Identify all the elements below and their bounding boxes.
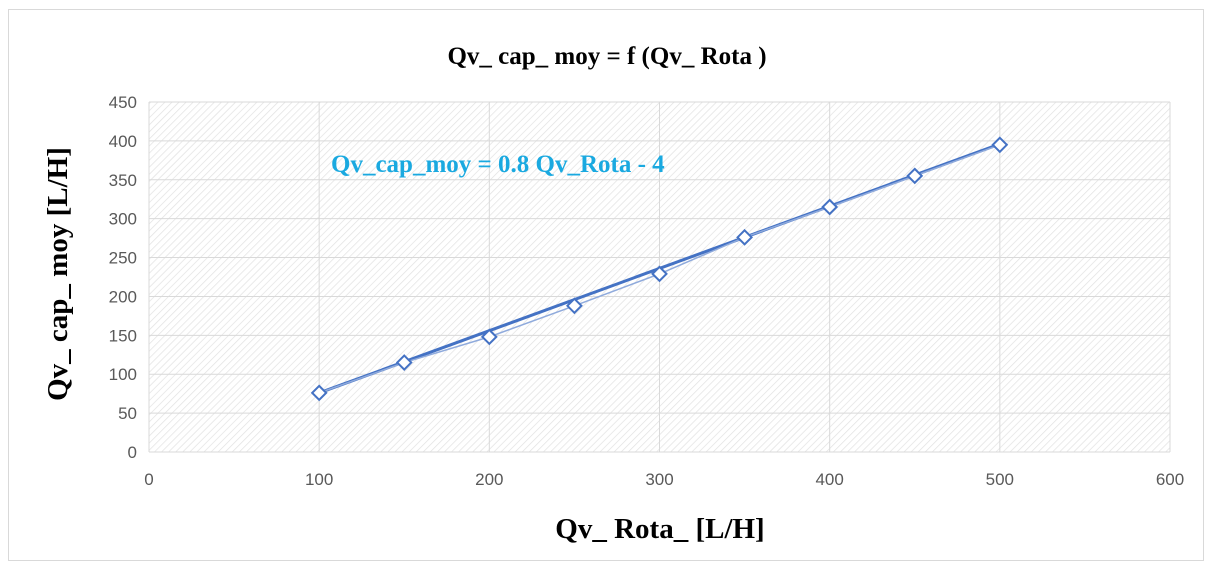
y-tick-label: 50 [118, 404, 137, 423]
y-tick-label: 150 [109, 326, 137, 345]
y-tick-label: 200 [109, 287, 137, 306]
y-axis-label: Qv_ cap_ moy [L/H] [42, 147, 74, 401]
x-tick-label: 200 [475, 470, 503, 489]
x-tick-label: 0 [144, 470, 153, 489]
y-tick-label: 350 [109, 171, 137, 190]
chart-title: Qv_ cap_ moy = f (Qv_ Rota ) [447, 43, 766, 70]
x-tick-label: 300 [645, 470, 673, 489]
x-axis-label: Qv_ Rota_ [L/H] [555, 513, 764, 545]
y-tick-label: 250 [109, 249, 137, 268]
y-tick-label: 400 [109, 132, 137, 151]
y-tick-label: 450 [109, 93, 137, 112]
y-tick-label: 0 [128, 443, 137, 462]
chart-container: 0 50 100 150 200 250 300 350 400 450 0 100 200 300 400… [8, 9, 1204, 561]
x-tick-label: 600 [1156, 470, 1184, 489]
y-tick-label: 100 [109, 365, 137, 384]
y-tick-label: 300 [109, 210, 137, 229]
chart-svg: 0 50 100 150 200 250 300 350 400 450 0 100 200 300 400… [9, 10, 1205, 562]
x-tick-label: 400 [815, 470, 843, 489]
x-tick-label: 500 [986, 470, 1014, 489]
x-tick-label: 100 [305, 470, 333, 489]
trendline-equation: Qv_cap_moy = 0.8 Qv_Rota - 4 [331, 151, 665, 178]
